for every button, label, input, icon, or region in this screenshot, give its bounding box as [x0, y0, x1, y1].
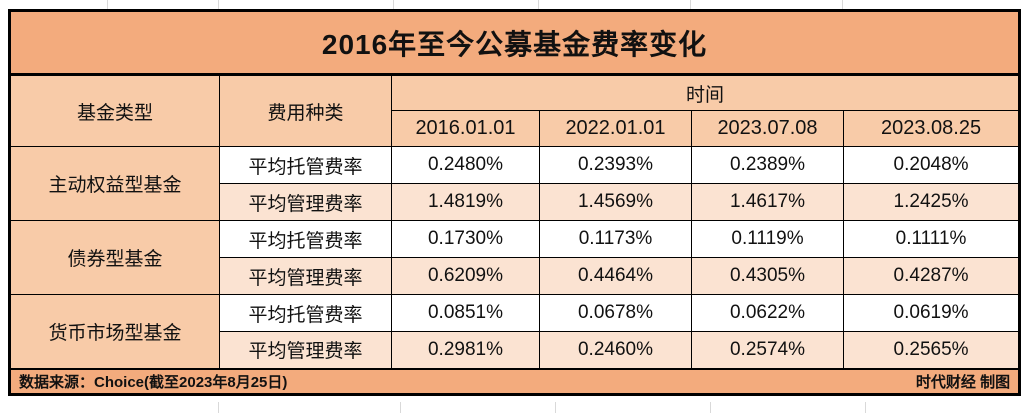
fund-type-cell: 债券型基金	[9, 220, 220, 295]
value-cell: 0.1730%	[391, 220, 540, 258]
gridline	[555, 402, 556, 413]
column-group-header-time: 时间	[390, 74, 1021, 111]
value-cell: 0.6209%	[391, 257, 540, 295]
gridline	[218, 0, 219, 9]
table-row: 平均管理费率 0.2981% 0.2460% 0.2574% 0.2565%	[10, 331, 1021, 369]
value-cell: 0.4305%	[691, 257, 844, 295]
date-header: 2023.07.08	[691, 110, 844, 147]
value-cell: 0.0851%	[391, 294, 540, 332]
fund-type-cell: 货币市场型基金	[9, 294, 220, 369]
column-header-fee-type: 费用种类	[219, 74, 392, 147]
fund-type-cell: 主动权益型基金	[9, 146, 220, 221]
value-cell: 0.2565%	[842, 331, 1021, 369]
value-cell: 0.0619%	[842, 294, 1021, 332]
page-title: 2016年至今公募基金费率变化	[8, 10, 1021, 76]
value-cell: 0.2389%	[691, 146, 844, 184]
value-cell: 0.2480%	[391, 146, 540, 184]
fee-type-cell: 平均管理费率	[219, 331, 392, 369]
data-source-note: 数据来源：Choice(截至2023年8月25日)	[19, 373, 288, 391]
fee-rate-table: 2016年至今公募基金费率变化 基金类型 费用种类 时间 2016.01.01 …	[8, 9, 1022, 396]
value-cell: 1.2425%	[842, 183, 1021, 221]
table-row: 平均管理费率 0.6209% 0.4464% 0.4305% 0.4287%	[10, 257, 1021, 295]
value-cell: 1.4569%	[539, 183, 692, 221]
value-cell: 0.2574%	[691, 331, 844, 369]
value-cell: 0.2981%	[391, 331, 540, 369]
value-cell: 0.2048%	[842, 146, 1021, 184]
date-header: 2016.01.01	[391, 110, 540, 147]
gridline	[218, 402, 219, 413]
value-cell: 1.4819%	[391, 183, 540, 221]
fee-rate-table-grid: 2016年至今公募基金费率变化 基金类型 费用种类 时间 2016.01.01 …	[8, 9, 1022, 396]
gridline	[865, 402, 866, 413]
column-header-fund-type: 基金类型	[9, 74, 220, 147]
gridline	[393, 0, 394, 9]
value-cell: 0.1119%	[691, 220, 844, 258]
credit-note: 时代财经 制图	[915, 373, 1011, 391]
gridline	[710, 402, 711, 413]
value-cell: 0.2393%	[539, 146, 692, 184]
gridline	[107, 0, 108, 9]
fee-type-cell: 平均托管费率	[219, 146, 392, 184]
value-cell: 1.4617%	[691, 183, 844, 221]
fee-type-cell: 平均托管费率	[219, 220, 392, 258]
gridline	[690, 0, 691, 9]
value-cell: 0.0678%	[539, 294, 692, 332]
value-cell: 0.4464%	[539, 257, 692, 295]
spreadsheet-gridlines-top	[0, 0, 1024, 9]
value-cell: 0.4287%	[842, 257, 1021, 295]
value-cell: 0.1173%	[539, 220, 692, 258]
table-row: 主动权益型基金 平均托管费率 0.2480% 0.2393% 0.2389% 0…	[9, 146, 1021, 221]
table-row: 货币市场型基金 平均托管费率 0.0851% 0.0678% 0.0622% 0…	[9, 294, 1021, 369]
table-row: 债券型基金 平均托管费率 0.1730% 0.1173% 0.1119% 0.1…	[9, 220, 1021, 295]
fee-type-cell: 平均托管费率	[219, 294, 392, 332]
value-cell: 0.2460%	[539, 331, 692, 369]
value-cell: 0.1111%	[842, 220, 1021, 258]
gridline	[400, 402, 401, 413]
date-header: 2022.01.01	[539, 110, 692, 147]
table-footer: 数据来源：Choice(截至2023年8月25日) 时代财经 制图	[8, 367, 1021, 395]
gridline	[842, 0, 843, 9]
gridline	[538, 0, 539, 9]
table-row: 平均管理费率 1.4819% 1.4569% 1.4617% 1.2425%	[10, 183, 1021, 221]
value-cell: 0.0622%	[691, 294, 844, 332]
spreadsheet-gridlines-bottom	[0, 402, 1024, 413]
fee-type-cell: 平均管理费率	[219, 183, 392, 221]
date-header: 2023.08.25	[842, 110, 1021, 147]
fee-type-cell: 平均管理费率	[219, 257, 392, 295]
